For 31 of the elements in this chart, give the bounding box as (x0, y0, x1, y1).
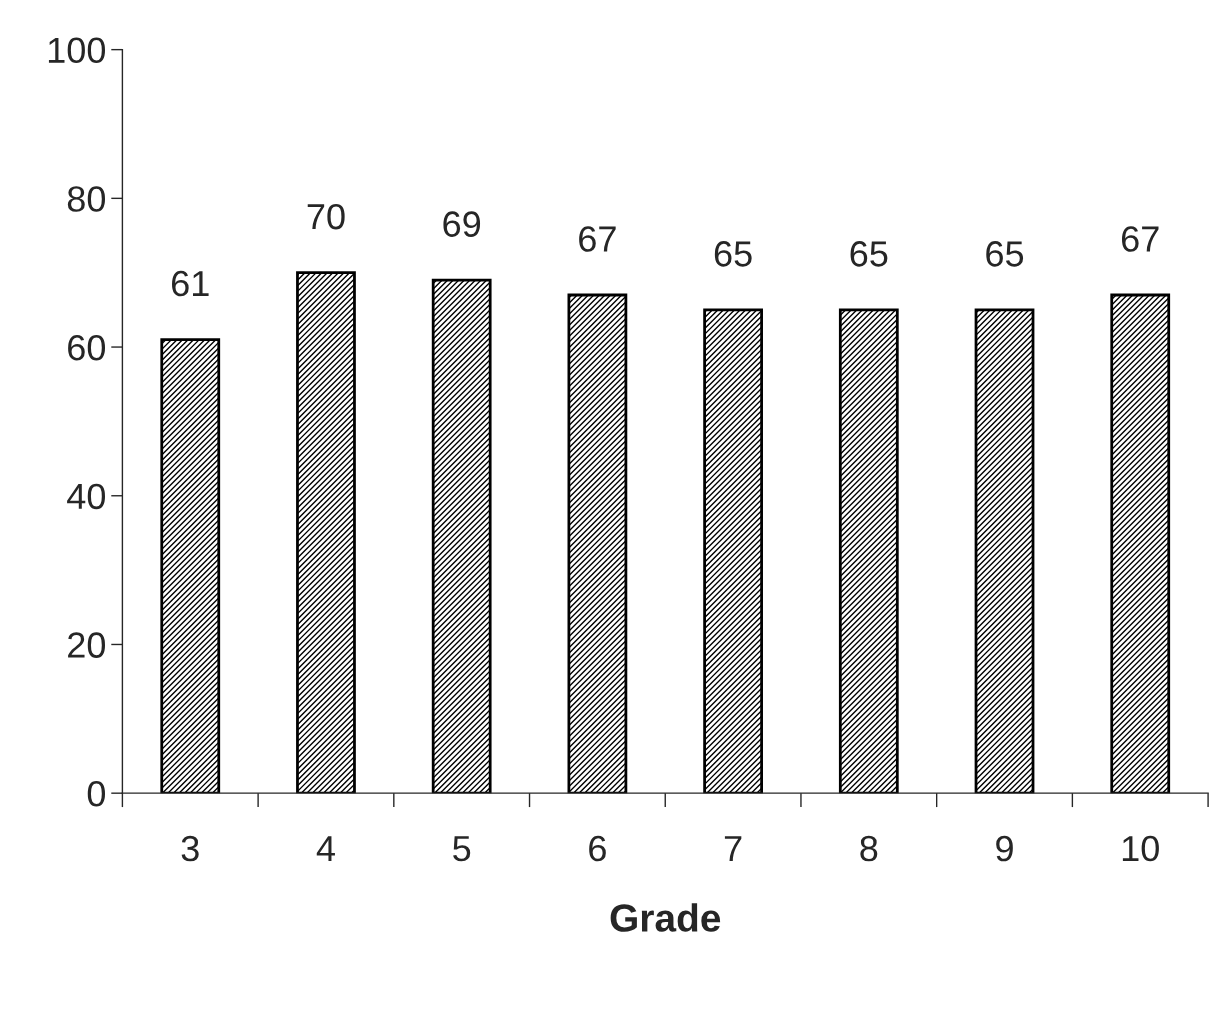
data-label: 65 (986, 241, 1024, 267)
bar (703, 308, 763, 794)
x-tick-label: 5 (453, 836, 471, 862)
y-tick-label: 80 (67, 186, 106, 212)
y-tick-label: 20 (68, 632, 106, 658)
x-tick-label: 6 (589, 835, 606, 862)
x-tick-label: 3 (181, 835, 199, 862)
data-label: 69 (443, 211, 481, 237)
bar (1110, 293, 1171, 794)
bar (431, 278, 492, 794)
data-label: 67 (1121, 226, 1159, 252)
bar (567, 293, 628, 794)
bar (974, 308, 1035, 794)
x-axis-title: Grade (610, 903, 721, 932)
y-tick-label: 0 (87, 781, 106, 807)
data-label: 67 (579, 226, 616, 252)
y-tick-label: 100 (48, 37, 106, 64)
y-tick-label: 60 (68, 334, 106, 361)
bar (160, 338, 221, 794)
x-tick-label: 7 (724, 836, 742, 862)
data-label: 65 (714, 241, 752, 267)
data-label: 65 (850, 241, 888, 267)
data-label: 61 (172, 270, 209, 297)
x-tick-label: 10 (1122, 835, 1159, 862)
x-tick-label: 9 (996, 835, 1013, 862)
x-tick-label: 8 (860, 835, 878, 862)
y-tick-label: 40 (67, 483, 106, 510)
data-label: 70 (307, 203, 345, 230)
bar (296, 271, 356, 794)
x-tick-label: 4 (316, 836, 335, 862)
bar (838, 308, 899, 794)
